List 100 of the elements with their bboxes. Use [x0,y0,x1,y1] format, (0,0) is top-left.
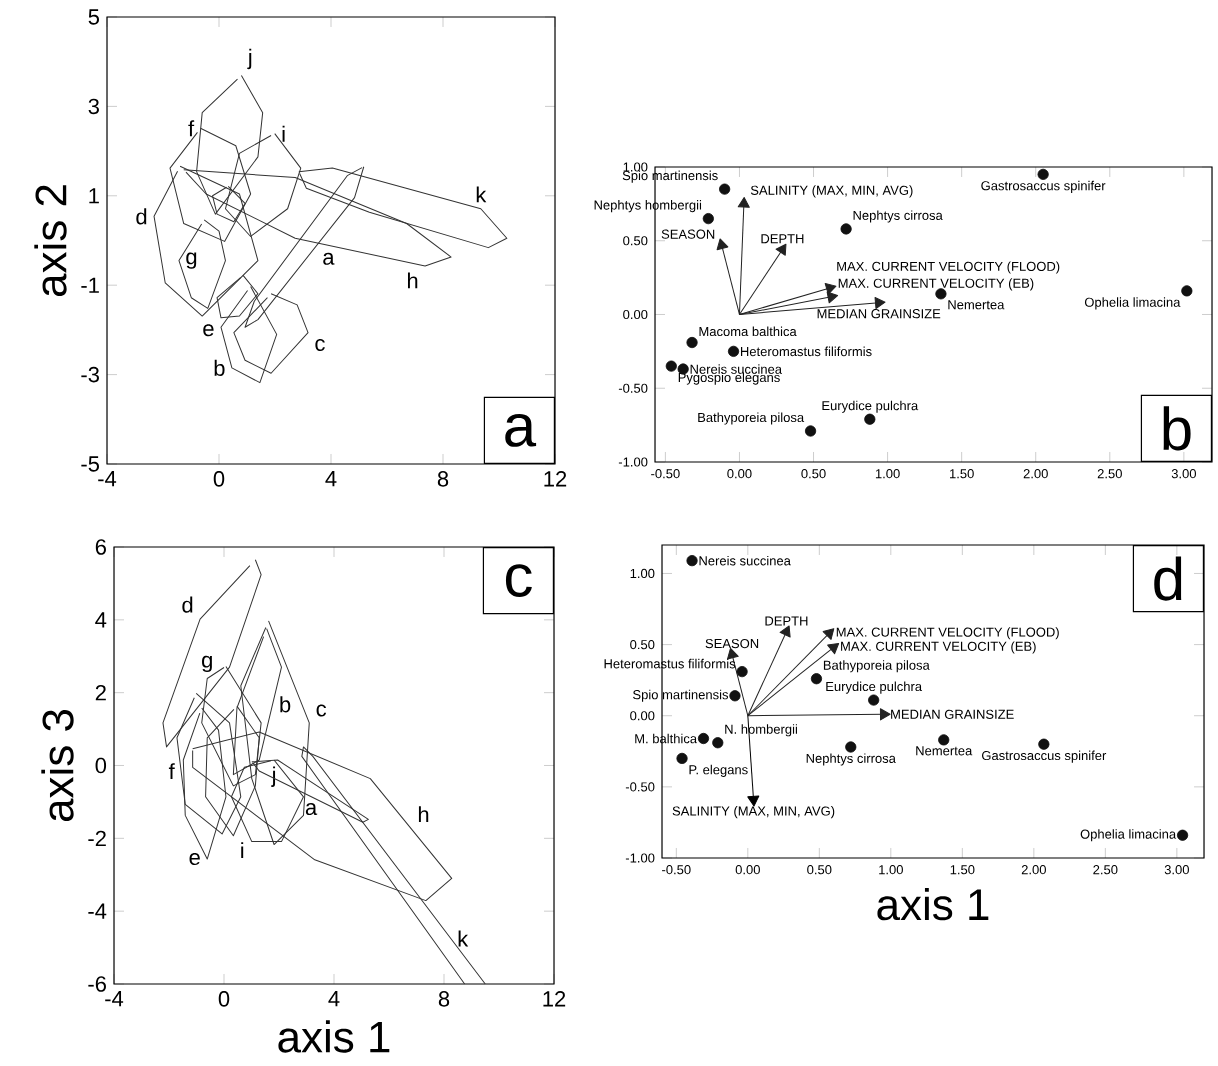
annotation: SALINITY (MAX, MIN, AVG) [672,806,835,819]
annotation: DEPTH [761,234,804,244]
annotation: c [505,564,532,598]
annotation: Gastrosaccus spinifer [981,180,1106,193]
annotation: Spio martinensis [633,689,729,702]
x-tick-label: 3.00 [1164,865,1189,875]
series-label: d [136,208,147,225]
x-axis-title: axis 1 [278,1020,390,1053]
y-tick-label: -0.50 [625,782,655,792]
y-tick-label: -5 [81,456,99,472]
y-tick-label: 0.50 [623,236,648,246]
annotation: Gastrosaccus spinifer [982,750,1107,763]
series-label: i [241,842,244,859]
series-label: g [202,655,212,673]
series-label: i [282,125,285,142]
series-label: f [168,763,175,780]
y-tick-label: 0.50 [630,640,655,650]
series-label: h [407,272,418,289]
y-tick-label: 1.00 [630,568,655,579]
x-axis-title: axis 1 [877,887,989,921]
annotation: b [1163,406,1191,451]
series-label: d [182,596,193,613]
annotation: Heteromastus filiformis [740,346,872,357]
y-tick-label: -1.00 [625,853,655,863]
y-tick-label: 0.00 [630,711,655,721]
x-tick-label: 2.50 [1093,865,1118,875]
y-tick-label: -2 [88,830,106,847]
x-tick-label: -0.50 [651,469,680,479]
annotation: Ophelia limacina [1084,297,1181,310]
x-tick-label: 4 [325,471,337,487]
series-label: f [188,120,195,137]
y-tick-label: 3 [88,98,99,115]
series-label: e [203,324,214,337]
annotation: a [505,413,537,447]
y-tick-label: 4 [95,612,107,628]
y-axis-title: axis 2 [34,185,67,297]
x-tick-label: 1.50 [950,469,974,479]
x-tick-label: 4 [328,991,340,1007]
x-tick-label: -4 [105,991,124,1007]
annotation: Eurydice pulchra [822,400,919,413]
series-label: b [214,359,225,376]
annotation: Macoma balthica [699,326,797,337]
series-label: j [247,48,252,70]
x-tick-label: 0.00 [735,865,760,875]
annotation: Nephtys cirrosa [853,210,943,223]
y-tick-label: -3 [81,366,99,383]
series-label: c [316,704,327,717]
annotation: MAX. CURRENT VELOCITY (EB) [841,641,1036,654]
annotation: N. hombergii [725,724,797,737]
series-label: c [315,338,325,352]
series-label: g [186,252,197,269]
y-tick-label: 1 [89,188,99,204]
annotation: Bathyporeia pilosa [823,660,930,673]
annotation: SEASON [705,638,759,649]
annotation: MAX. CURRENT VELOCITY (FLOOD) [837,261,1060,274]
y-tick-label: -0.50 [618,383,648,393]
y-tick-label: -1.00 [618,457,648,467]
annotation: MEDIAN GRAINSIZE [891,709,1014,719]
annotation: MAX. CURRENT VELOCITY (FLOOD) [836,627,1059,640]
annotation: Nemertea [948,300,1005,310]
x-tick-label: 2.00 [1021,865,1046,875]
x-tick-label: -0.50 [662,865,691,875]
series-label: e [189,853,200,866]
annotation: Nephtys cirrosa [806,753,896,766]
x-tick-label: 0 [213,471,225,487]
y-axis-title: axis 3 [41,710,74,822]
series-label: h [418,806,429,823]
series-label: b [280,696,291,713]
annotation: Nemertea [916,746,973,756]
y-tick-label: 0 [95,757,107,774]
x-tick-label: 0.50 [801,469,826,479]
y-tick-label: -1 [81,277,99,293]
x-tick-label: 2.00 [1023,469,1048,479]
annotation: Nereis succinea [690,364,782,374]
x-tick-label: 12 [544,471,567,487]
annotation: MAX. CURRENT VELOCITY (EB) [838,278,1034,291]
annotation: P. elegans [689,764,748,777]
x-tick-label: 0.50 [807,865,832,875]
y-tick-label: 1.00 [623,162,648,172]
y-tick-label: -6 [88,976,106,992]
series-label: a [323,252,335,265]
x-tick-label: 1.00 [875,469,900,479]
x-tick-label: 1.50 [950,865,975,875]
y-tick-label: 0.00 [623,309,648,320]
annotation: MEDIAN GRAINSIZE [817,309,941,319]
annotation: Ophelia limacina [1080,829,1177,842]
series-label: k [476,186,487,203]
x-tick-label: 2.50 [1097,469,1122,479]
annotation: Nereis succinea [699,555,791,566]
annotation: Bathyporeia pilosa [698,412,805,425]
y-tick-label: 5 [88,9,99,25]
x-tick-label: 0 [218,991,230,1007]
series-label: a [305,803,318,816]
y-tick-label: -4 [88,903,107,919]
annotation: Eurydice pulchra [826,681,923,694]
x-tick-label: 3.00 [1171,469,1196,479]
series-label: k [458,930,469,947]
annotation: d [1154,556,1182,601]
y-tick-label: 6 [95,539,106,555]
x-tick-label: 1.00 [879,865,903,875]
